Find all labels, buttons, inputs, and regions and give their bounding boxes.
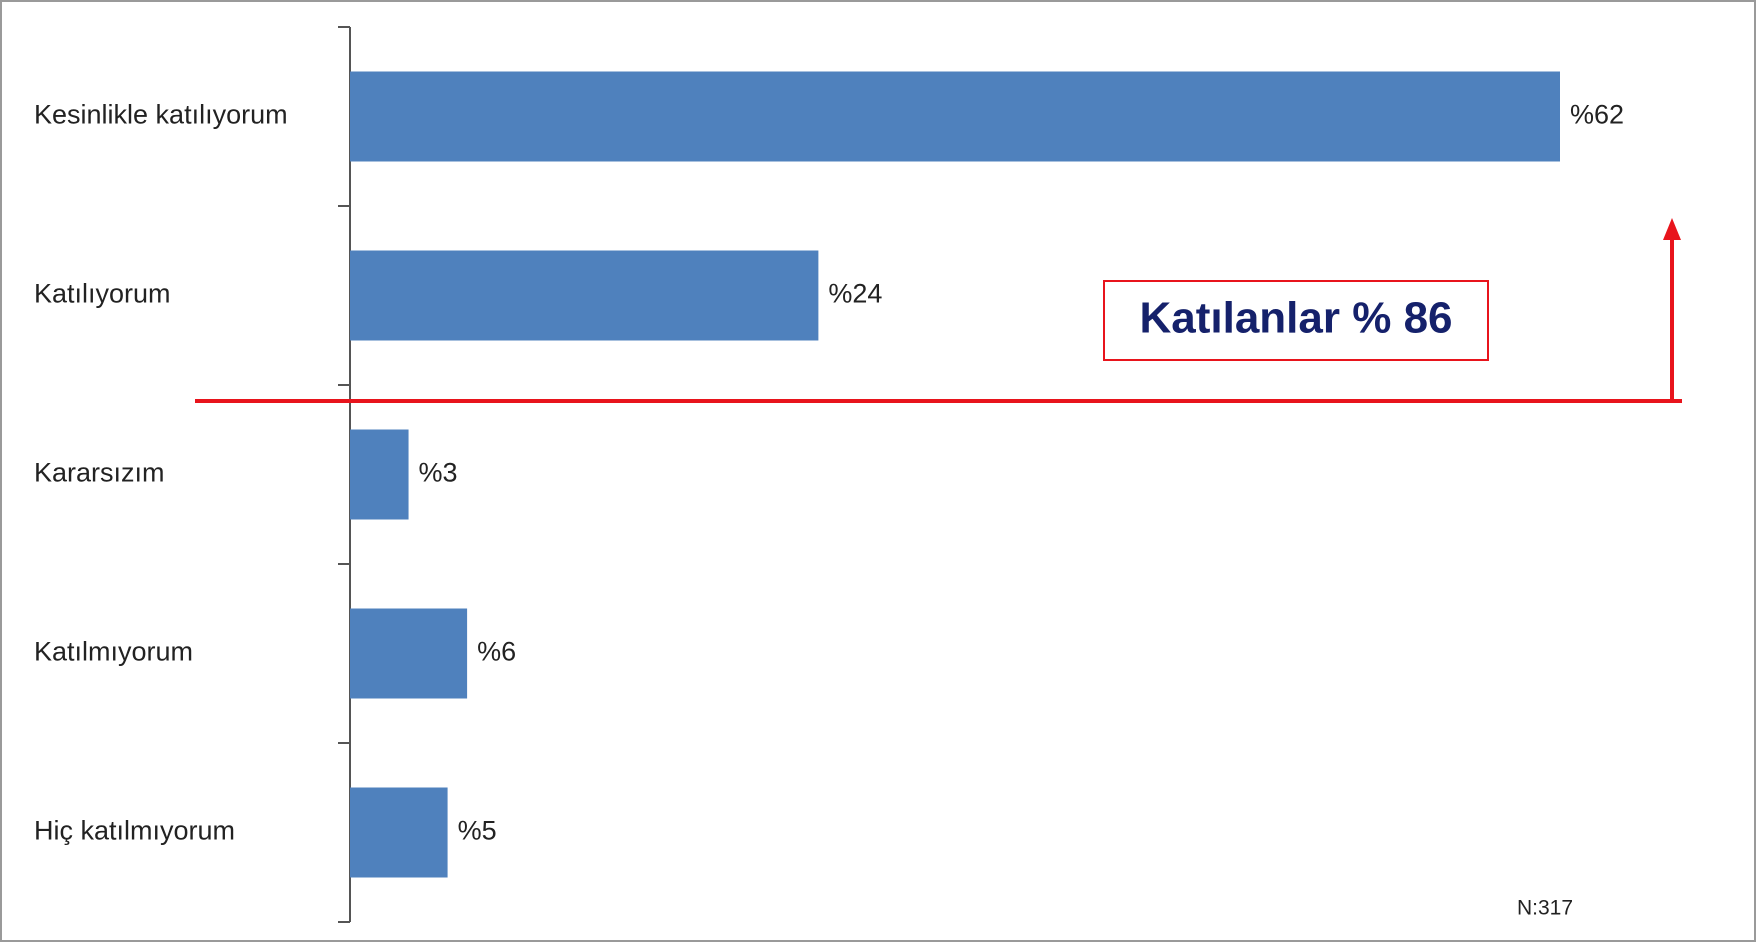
category-label: Kesinlikle katılıyorum [34, 100, 288, 130]
bar [350, 429, 409, 520]
bar [350, 250, 819, 341]
category-label: Hiç katılmıyorum [34, 816, 235, 846]
bar [350, 787, 448, 878]
category-label: Katılıyorum [34, 279, 171, 309]
value-label: %62 [1570, 100, 1624, 130]
value-label: %3 [419, 458, 458, 488]
value-label: %6 [477, 637, 516, 667]
bar [350, 71, 1560, 162]
annotation-box [1103, 280, 1489, 361]
annotation: Katılanlar % 86 [1139, 294, 1452, 343]
sample-size: N:317 [1517, 897, 1573, 920]
category-label: Katılmıyorum [34, 637, 193, 667]
arrow-head [1663, 218, 1681, 240]
value-label: %24 [828, 279, 882, 309]
bar [350, 608, 468, 699]
category-label: Kararsızım [34, 458, 165, 488]
value-label: %5 [458, 816, 497, 846]
